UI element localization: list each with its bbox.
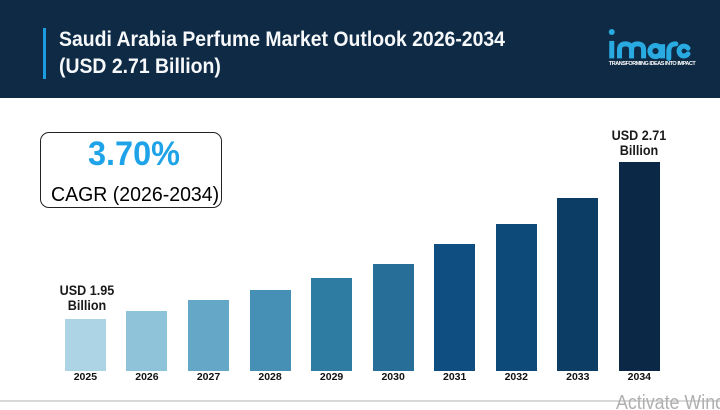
svg-text:TRANSFORMING IDEAS INTO IMPACT: TRANSFORMING IDEAS INTO IMPACT [609,61,697,67]
